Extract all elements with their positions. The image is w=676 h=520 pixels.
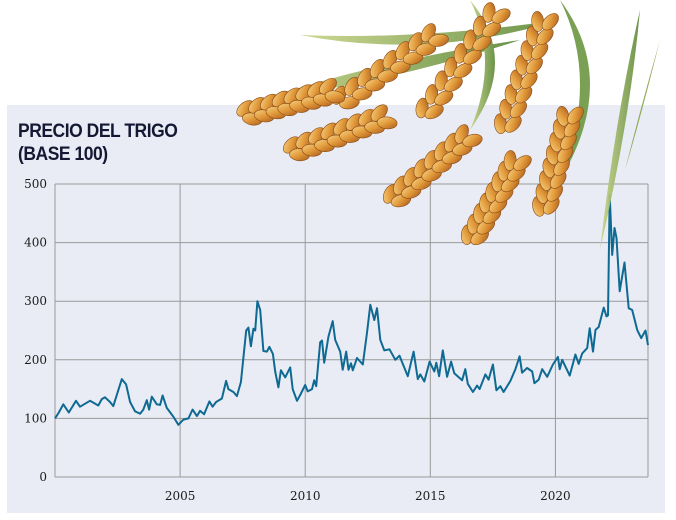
chart-subtitle: (BASE 100): [18, 144, 108, 165]
chart-title-block: PRECIO DEL TRIGO (BASE 100): [18, 120, 178, 166]
y-tick-label: 400: [24, 236, 47, 250]
chart-title: PRECIO DEL TRIGO: [18, 121, 178, 142]
y-tick-label: 500: [24, 177, 47, 191]
x-tick-label: 2020: [540, 489, 571, 503]
series-line-wheat-price: [54, 194, 649, 426]
y-tick-label: 300: [24, 294, 47, 308]
y-tick-label: 100: [24, 411, 47, 425]
y-tick-label: 200: [24, 353, 47, 367]
x-axis-ticks: 2005 2010 2015 2020: [165, 489, 571, 503]
x-tick-label: 2015: [415, 489, 446, 503]
y-axis-ticks: 0 100 200 300 400 500: [24, 177, 47, 484]
x-tick-label: 2010: [290, 489, 321, 503]
y-tick-label: 0: [39, 470, 47, 484]
x-tick-label: 2005: [165, 489, 196, 503]
grid: [54, 183, 649, 478]
